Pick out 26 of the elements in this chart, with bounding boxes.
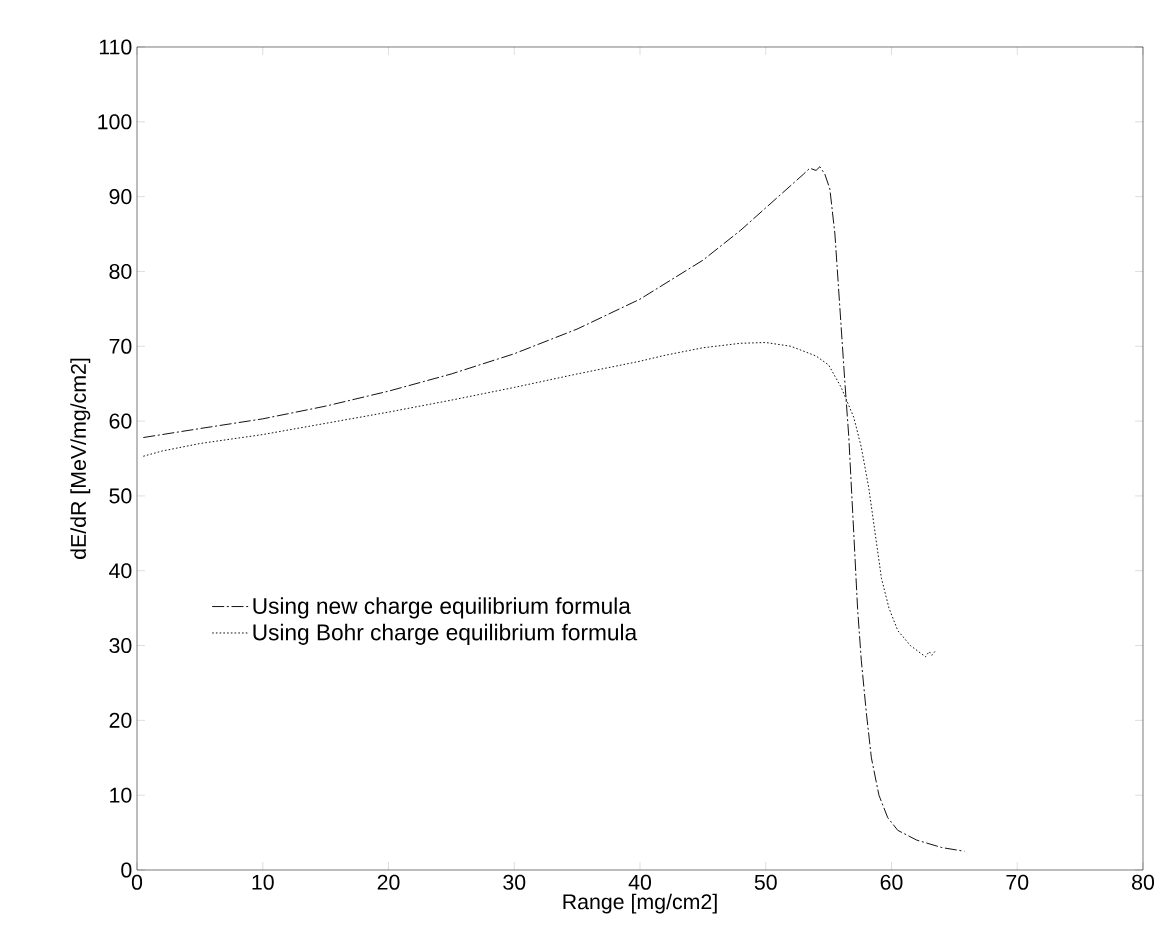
- y-tick-label: 20: [109, 712, 132, 728]
- y-tick-label: 50: [109, 488, 132, 504]
- y-tick-label: 30: [109, 638, 132, 654]
- y-tick-label: 80: [109, 263, 132, 279]
- x-tick-label: 60: [880, 874, 903, 890]
- y-tick-label: 10: [110, 787, 132, 803]
- x-tick-label: 70: [1006, 874, 1029, 890]
- x-tick-label: 0: [131, 874, 143, 890]
- y-tick-label: 60: [109, 413, 132, 429]
- x-tick-label: 10: [252, 874, 274, 890]
- x-axis-title: Range [mg/cm2]: [563, 893, 717, 914]
- y-tick-label: 40: [109, 563, 132, 579]
- y-tick-label: 0: [121, 862, 132, 878]
- x-tick-label: 80: [1132, 874, 1155, 890]
- x-tick-label: 50: [754, 874, 777, 890]
- x-tick-label: 30: [503, 874, 526, 890]
- x-tick-label: 40: [628, 874, 652, 890]
- y-tick-label: 90: [109, 189, 132, 205]
- y-tick-label: 100: [98, 114, 132, 130]
- x-tick-label: 20: [377, 874, 400, 890]
- y-axis-title: dE/dR [MeV/mg/cm2]: [70, 358, 91, 559]
- y-tick-label: 70: [109, 338, 132, 354]
- line-series: [142, 166, 965, 852]
- legend-label: Using new charge equilibrium formula: [253, 597, 631, 619]
- y-tick-label: 110: [99, 39, 132, 55]
- legend-label: Using Bohr charge equilibrium formula: [253, 623, 638, 645]
